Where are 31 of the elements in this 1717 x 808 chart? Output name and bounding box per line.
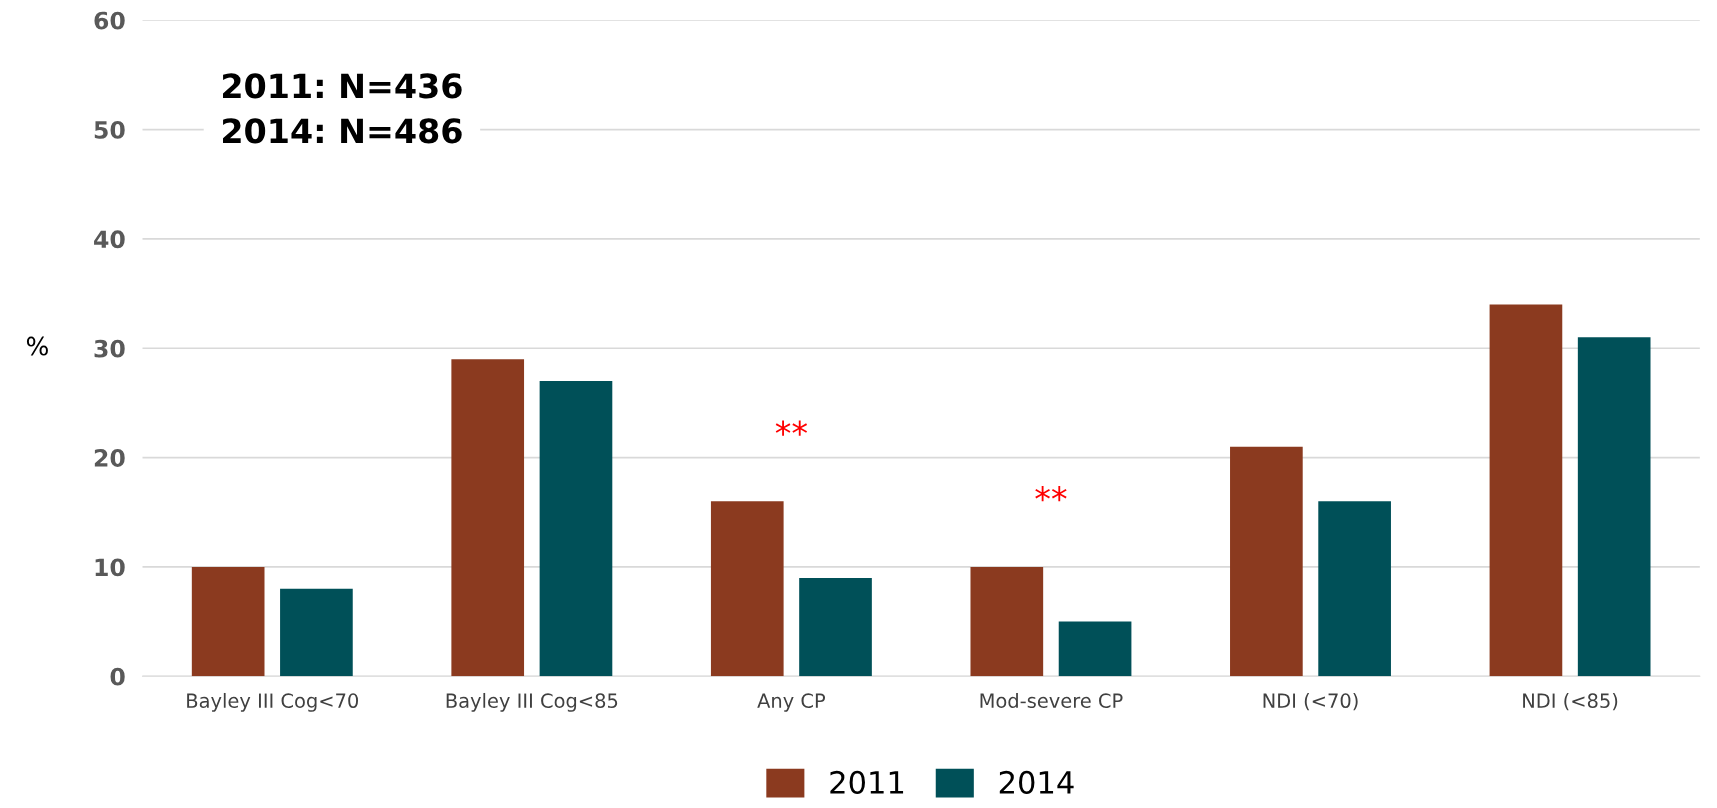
- bar: [970, 566, 1044, 677]
- x-tick-label: NDI (<85): [1523, 692, 1618, 711]
- bar: [191, 566, 265, 677]
- legend-label: 2011: [830, 770, 904, 794]
- bar: [1577, 337, 1651, 677]
- bar: [1489, 304, 1563, 677]
- bar: [280, 588, 353, 677]
- y-tick-label: 30: [94, 339, 125, 358]
- y-axis-title: %: [26, 336, 48, 356]
- annotation: **: [1035, 486, 1067, 502]
- x-tick-label: Bayley III Cog<85: [446, 692, 618, 712]
- y-tick-label: 40: [94, 230, 125, 249]
- bar: [1230, 446, 1303, 677]
- x-tick-label: Mod-severe CP: [980, 692, 1123, 709]
- annotation: **: [775, 420, 808, 436]
- bar: [1318, 501, 1391, 677]
- y-tick-label: 20: [94, 449, 125, 467]
- bar: [539, 381, 613, 677]
- y-tick-label: 50: [94, 121, 125, 139]
- x-tick-label: NDI (<70): [1263, 692, 1358, 711]
- y-tick-label: 0: [110, 667, 125, 686]
- x-tick-label: Bayley III Cog<70: [187, 692, 359, 712]
- bar: [1058, 621, 1132, 677]
- y-tick-label: 60: [94, 11, 125, 30]
- bar: [710, 501, 784, 677]
- legend-label: 2014: [999, 770, 1074, 794]
- annotation: 2011: N=436 2014: N=486: [223, 73, 462, 144]
- bar: [451, 359, 525, 677]
- y-tick-label: 10: [95, 558, 125, 577]
- x-tick-label: Any CP: [757, 693, 826, 712]
- bar: [799, 577, 872, 677]
